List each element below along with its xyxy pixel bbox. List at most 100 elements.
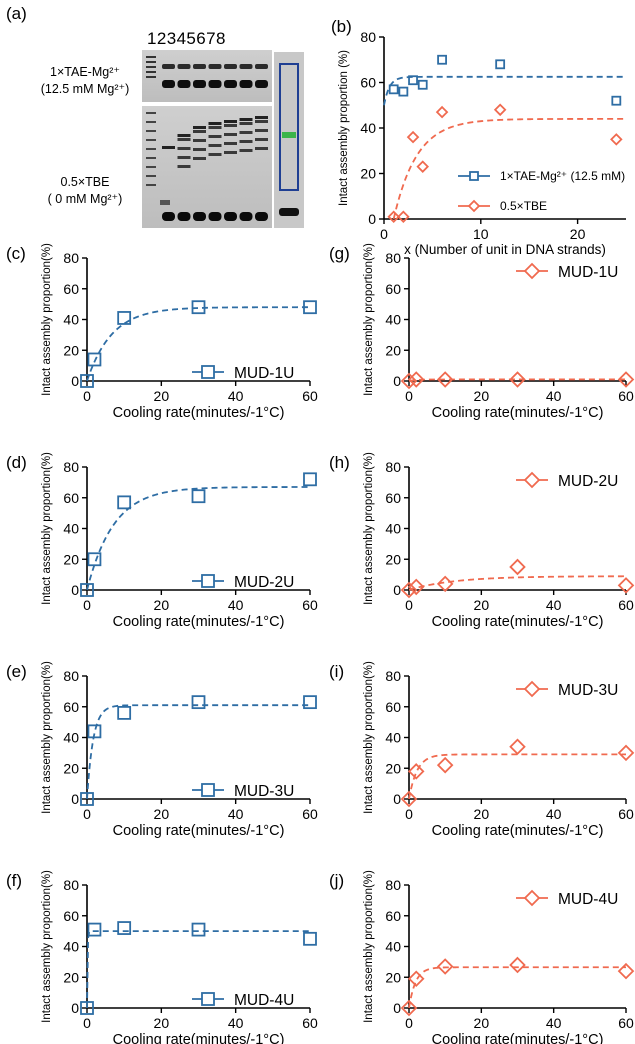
y-tick-label: 80 [360, 29, 376, 45]
data-point [617, 962, 635, 980]
gel-band [177, 80, 191, 88]
gel-band [177, 165, 191, 168]
y-tick-label: 60 [63, 908, 79, 924]
gel-band [193, 157, 206, 160]
gel-band [162, 64, 175, 69]
gel-top-label-line1: 1×TAE-Mg²⁺ [50, 65, 120, 79]
x-tick-label: 0 [405, 597, 413, 613]
data-point [509, 371, 526, 388]
gel-band [224, 212, 237, 221]
gel-band [193, 212, 206, 221]
y-tick-label: 20 [63, 760, 79, 776]
gel-band [193, 148, 206, 151]
y-tick-label: 60 [360, 75, 376, 91]
fit-curve [86, 306, 310, 382]
gel-band [239, 131, 253, 134]
gel-band [239, 140, 253, 143]
data-point [80, 583, 94, 597]
legend-marker [523, 471, 541, 489]
legend-label: MUD-3U [558, 682, 618, 699]
gel-band [255, 120, 268, 123]
lane-numbers: 12345678 [147, 29, 226, 48]
data-point [87, 724, 102, 739]
x-tick-label: 40 [228, 806, 244, 822]
data-point [117, 706, 132, 720]
data-point [303, 300, 317, 315]
x-tick-label: 0 [83, 388, 91, 404]
gel-band [177, 212, 191, 221]
data-point [509, 738, 526, 755]
data-point [400, 790, 418, 808]
fit-curve [86, 930, 310, 1009]
x-tick-label: 20 [154, 1015, 170, 1031]
y-tick-label: 20 [360, 166, 376, 182]
legend-marker [523, 889, 541, 907]
y-tick-label: 40 [63, 730, 79, 746]
gel-band [193, 64, 206, 69]
chart-h: (h) 0 20 40 60 80 0 20 40 60 Cooling rate(minutes/… [329, 452, 635, 630]
panel-label-c: (c) [6, 244, 26, 263]
legend-marker [201, 992, 215, 1006]
gel-band [162, 146, 175, 149]
chart-i: (i) 0 20 40 60 80 0 20 40 60 Cooling rate(minutes/… [329, 661, 635, 839]
y-axis-title: Intact assembly proportion (%) [338, 50, 350, 206]
data-point [400, 372, 418, 390]
chart-g: (g) 0 20 40 60 80 0 20 40 60 Cooling rate(minutes/… [329, 243, 635, 421]
legend-label: MUD-2U [558, 473, 618, 490]
x-tick-label: 60 [302, 806, 318, 822]
ladder-band [146, 175, 156, 177]
y-tick-label: 60 [385, 908, 401, 924]
data-point [416, 160, 429, 173]
data-point [117, 921, 132, 935]
data-point [400, 999, 418, 1017]
gel-band [239, 122, 253, 125]
y-tick-label: 40 [63, 939, 79, 955]
x-tick-label: 0 [83, 597, 91, 613]
x-axis-title: Cooling rate(minutes/-1°C) [113, 1032, 285, 1044]
x-tick-label: 40 [228, 388, 244, 404]
gel-band [239, 64, 253, 69]
gel-band [193, 80, 206, 88]
legend-marker [201, 365, 215, 379]
data-point [437, 54, 447, 65]
gel-side-strip [274, 52, 304, 228]
y-axis-title: Intact assembly proportion(%) [363, 452, 375, 605]
x-tick-label: 0 [83, 1015, 91, 1031]
x-tick-label: 40 [228, 1015, 244, 1031]
x-tick-label: 20 [474, 806, 490, 822]
y-tick-label: 0 [71, 373, 79, 389]
chart-e: (e) 0 20 40 60 80 0 20 40 60 Cooling rate(minutes/… [6, 661, 318, 839]
y-tick-label: 40 [360, 120, 376, 136]
gel-band [224, 151, 237, 154]
data-point [493, 103, 507, 117]
gel-band [224, 64, 237, 69]
x-tick-label: 60 [618, 597, 634, 613]
gel-band [239, 212, 253, 221]
data-point [407, 970, 425, 988]
gel-band [208, 212, 222, 221]
x-tick-label: 40 [546, 597, 562, 613]
gel-band [255, 80, 268, 88]
gel-band [208, 122, 222, 125]
gel-band [255, 138, 268, 141]
data-point [617, 577, 635, 594]
y-tick-label: 40 [385, 730, 401, 746]
x-tick-label: 0 [405, 388, 413, 404]
bottom-band [279, 208, 299, 216]
gel-band [239, 80, 253, 88]
y-tick-label: 80 [385, 250, 401, 266]
ladder-band [146, 71, 156, 73]
data-point [617, 744, 635, 762]
y-tick-label: 60 [385, 699, 401, 715]
y-axis-title: Intact assembly proportion(%) [41, 243, 53, 396]
x-tick-label: 60 [302, 1015, 318, 1031]
gel-band [255, 129, 268, 132]
x-tick-label: 60 [302, 597, 318, 613]
fit-curve [86, 486, 310, 591]
data-point [417, 79, 428, 90]
y-tick-label: 80 [63, 250, 79, 266]
fit-curve [408, 575, 626, 591]
data-point [436, 958, 454, 975]
